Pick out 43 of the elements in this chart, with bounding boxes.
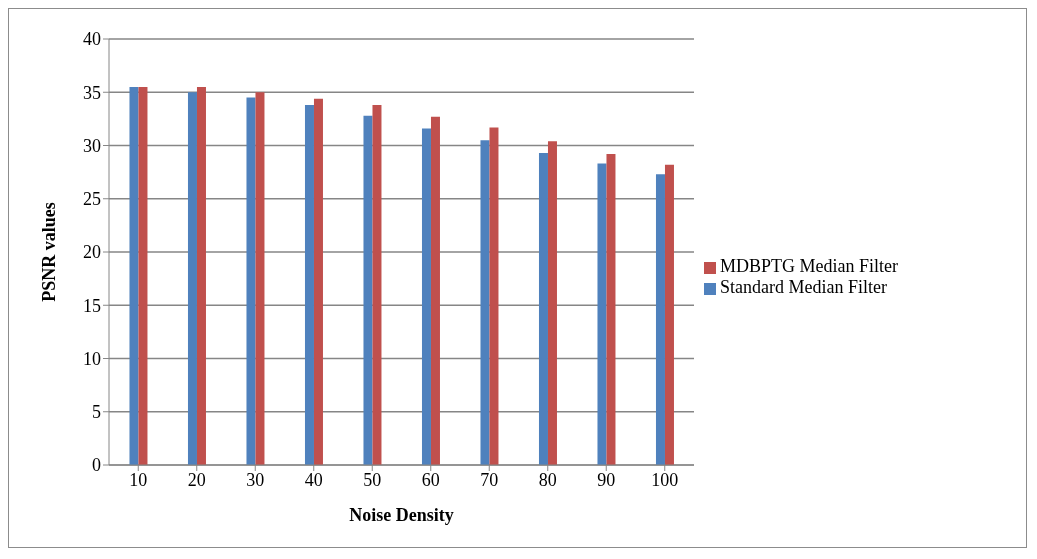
x-axis-title: Noise Density [349, 505, 454, 525]
bar [606, 154, 616, 465]
bar [196, 86, 206, 465]
bar [655, 174, 665, 465]
bar [664, 164, 674, 465]
y-tick-label: 0 [92, 455, 101, 476]
x-tick-label: 40 [304, 469, 323, 490]
y-tick-label: 5 [92, 402, 101, 423]
y-tick-label: 15 [83, 295, 101, 316]
x-tick-label: 30 [246, 469, 265, 490]
x-tick-label: 90 [597, 469, 616, 490]
bar [129, 86, 139, 465]
bar [304, 105, 314, 465]
bar [255, 92, 265, 465]
y-axis-title: PSNR values [39, 202, 60, 302]
x-tick-label: 100 [651, 469, 679, 490]
bar [363, 115, 373, 465]
x-tick-label: 20 [187, 469, 206, 490]
bar [480, 140, 490, 465]
bar [313, 98, 323, 465]
bar [538, 152, 548, 465]
x-tick-label: 10 [129, 469, 148, 490]
bar [372, 105, 382, 465]
bar [421, 128, 431, 465]
x-tick-label: 70 [480, 469, 499, 490]
bar [430, 116, 440, 465]
y-tick-label: 40 [83, 29, 101, 50]
bar [246, 97, 256, 465]
x-tick-label: 50 [363, 469, 382, 490]
x-tick-label: 60 [421, 469, 440, 490]
legend-label: MDBPTG Median Filter [720, 256, 898, 276]
y-tick-label: 30 [83, 135, 101, 156]
y-tick-label: 10 [83, 348, 101, 369]
bar [187, 92, 197, 465]
y-tick-label: 20 [83, 242, 101, 263]
bar [138, 86, 148, 465]
bar [597, 163, 607, 465]
legend-label: Standard Median Filter [720, 277, 887, 297]
bar [489, 127, 499, 465]
y-tick-label: 25 [83, 189, 101, 210]
x-tick-label: 80 [538, 469, 557, 490]
y-tick-label: 35 [83, 82, 101, 103]
bar [547, 141, 557, 465]
